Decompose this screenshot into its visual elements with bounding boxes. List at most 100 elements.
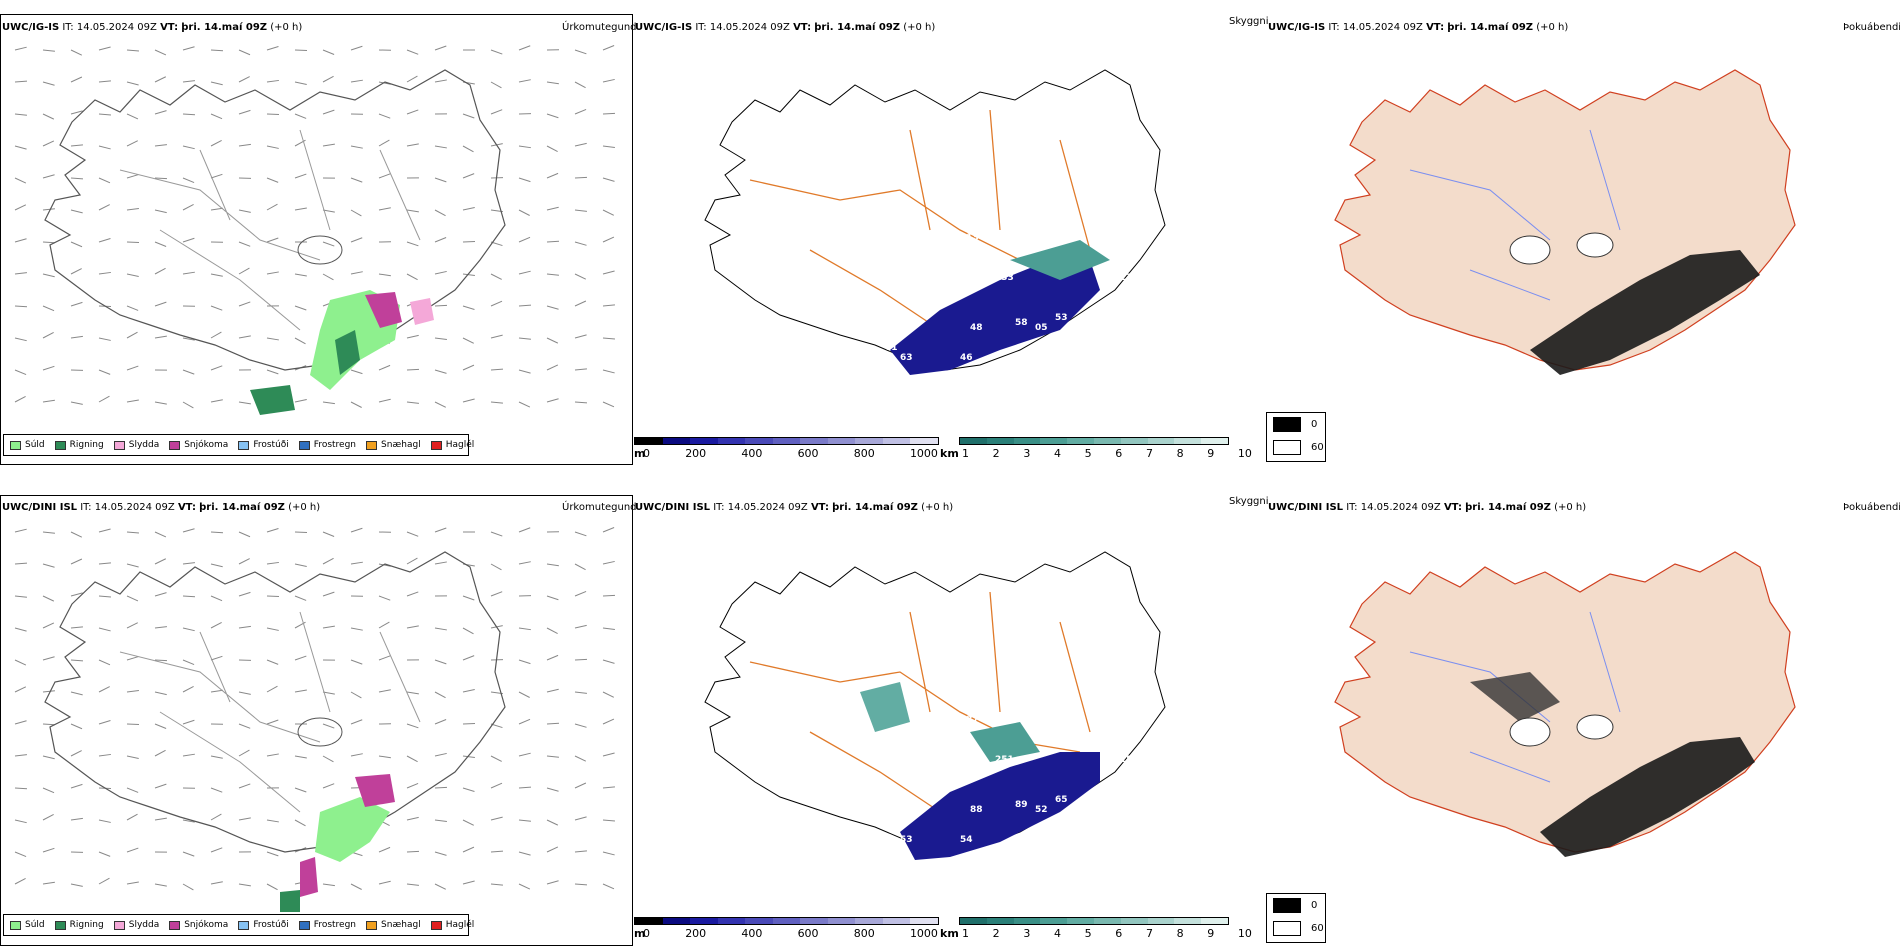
- wind-barb: [126, 787, 139, 793]
- wind-barb: [546, 846, 559, 853]
- wind-barb: [70, 531, 83, 538]
- wind-barb: [210, 207, 223, 211]
- wind-barb: [98, 46, 111, 51]
- legend-swatch: [54, 920, 66, 930]
- wind-barb: [70, 144, 83, 147]
- colorbar-cell: [1120, 918, 1148, 924]
- wind-barb: [42, 622, 55, 629]
- wind-barb: [574, 723, 587, 728]
- legend-label: Rigning: [69, 920, 104, 930]
- wind-barb: [42, 365, 55, 371]
- wind-barb: [294, 113, 307, 119]
- legend-swatch: [366, 920, 378, 930]
- wind-barb: [42, 399, 55, 403]
- offset: (+0 h): [1554, 502, 1587, 513]
- legend-swatch: [298, 920, 310, 930]
- wind-barb: [154, 817, 167, 821]
- tick-label: 4: [1053, 447, 1061, 460]
- wind-barb: [126, 208, 139, 211]
- wind-barb: [210, 622, 222, 629]
- vis-colorbar-bottom: [959, 917, 1229, 925]
- wind-barb: [322, 883, 335, 887]
- precip-map-top: [14, 45, 616, 415]
- colorbar-cell: [1013, 918, 1041, 924]
- wind-barb: [98, 113, 112, 116]
- wind-barb: [98, 395, 110, 403]
- wind-barb: [182, 528, 195, 533]
- vt-label: VT:: [793, 22, 812, 33]
- colorbar-cell: [910, 438, 939, 444]
- wind-barb: [98, 562, 111, 565]
- vis-value-label: 52: [1035, 805, 1048, 815]
- wind-barb: [70, 209, 83, 214]
- wind-barb: [490, 368, 504, 371]
- wind-barb: [42, 332, 54, 339]
- vt-label: VT:: [1426, 22, 1445, 33]
- legend-swatch: [113, 440, 125, 450]
- wind-barb: [462, 398, 475, 403]
- wind-barb: [602, 209, 614, 216]
- wind-barb: [378, 207, 391, 211]
- vis-value-label: 239: [1120, 273, 1139, 283]
- wind-barb: [70, 592, 83, 597]
- vis-value-label: 63: [900, 353, 913, 363]
- wind-barb: [70, 177, 84, 180]
- tick-label: 3: [1023, 927, 1031, 940]
- wind-barb: [126, 595, 139, 602]
- wind-barb: [462, 880, 475, 885]
- it-label: IT:: [80, 502, 92, 513]
- it-label: IT:: [1346, 502, 1358, 513]
- wind-barb: [378, 273, 391, 277]
- wind-barb: [462, 846, 475, 853]
- tick-label: 2: [992, 927, 1000, 940]
- colorbar-cell: [1147, 438, 1175, 444]
- wind-barb: [350, 145, 363, 149]
- wind-barb: [14, 113, 27, 116]
- wind-barb: [70, 241, 83, 248]
- vis-value-label: 133: [970, 383, 989, 393]
- vis-value-label: 46: [960, 353, 973, 363]
- wind-barb: [462, 364, 475, 371]
- wind-barb: [126, 563, 139, 568]
- wind-barb: [70, 883, 83, 887]
- header-fog-bottom: UWC/DINI ISL IT: 14.05.2024 09Z VT: þri.…: [1268, 502, 1586, 513]
- wind-barb: [210, 595, 223, 602]
- cloud-ticks-bottom: 0 200 400 600 800 1000: [643, 927, 938, 940]
- legend-label: Frostregn: [313, 440, 357, 450]
- wind-barb: [602, 627, 615, 630]
- colorbar-cell: [1147, 918, 1175, 924]
- wind-barb: [434, 819, 447, 822]
- wind-barb: [42, 174, 55, 179]
- wind-barb: [182, 753, 195, 757]
- wind-barb: [322, 723, 335, 729]
- wind-barb: [378, 398, 391, 403]
- wind-barb: [70, 49, 83, 56]
- wind-barb: [154, 49, 167, 56]
- tick-label: 2: [992, 447, 1000, 460]
- colorbar-cell: [986, 438, 1014, 444]
- header-vis-bottom: UWC/DINI ISL IT: 14.05.2024 09Z VT: þri.…: [635, 502, 953, 513]
- wind-barb: [406, 241, 419, 247]
- wind-barb: [42, 787, 55, 794]
- wind-barb: [126, 813, 138, 821]
- wind-barb: [182, 685, 194, 693]
- wind-barb: [518, 786, 532, 789]
- wind-barb: [154, 783, 167, 789]
- colorbar-cell: [1093, 438, 1121, 444]
- wind-barb: [462, 655, 475, 661]
- vis-map-bottom: 237 12 251 182 88 89 53 54 47 108 73 52 65: [704, 551, 1166, 875]
- vis-value-label: 251: [995, 755, 1014, 765]
- model-name: UWC/IG-IS: [2, 22, 60, 33]
- colorbar-cell: [1201, 438, 1228, 444]
- legend-swatch: [169, 920, 181, 930]
- fog-map-bottom: [1334, 551, 1796, 857]
- wind-barb: [350, 883, 362, 890]
- wind-barb: [14, 720, 27, 725]
- tick-label: 1000: [909, 927, 938, 940]
- wind-barb: [182, 113, 196, 116]
- tick-label: 8: [1176, 447, 1184, 460]
- wind-barb: [546, 819, 559, 826]
- wind-barb: [182, 46, 195, 51]
- wind-barb: [574, 782, 587, 789]
- wind-barb: [322, 401, 335, 405]
